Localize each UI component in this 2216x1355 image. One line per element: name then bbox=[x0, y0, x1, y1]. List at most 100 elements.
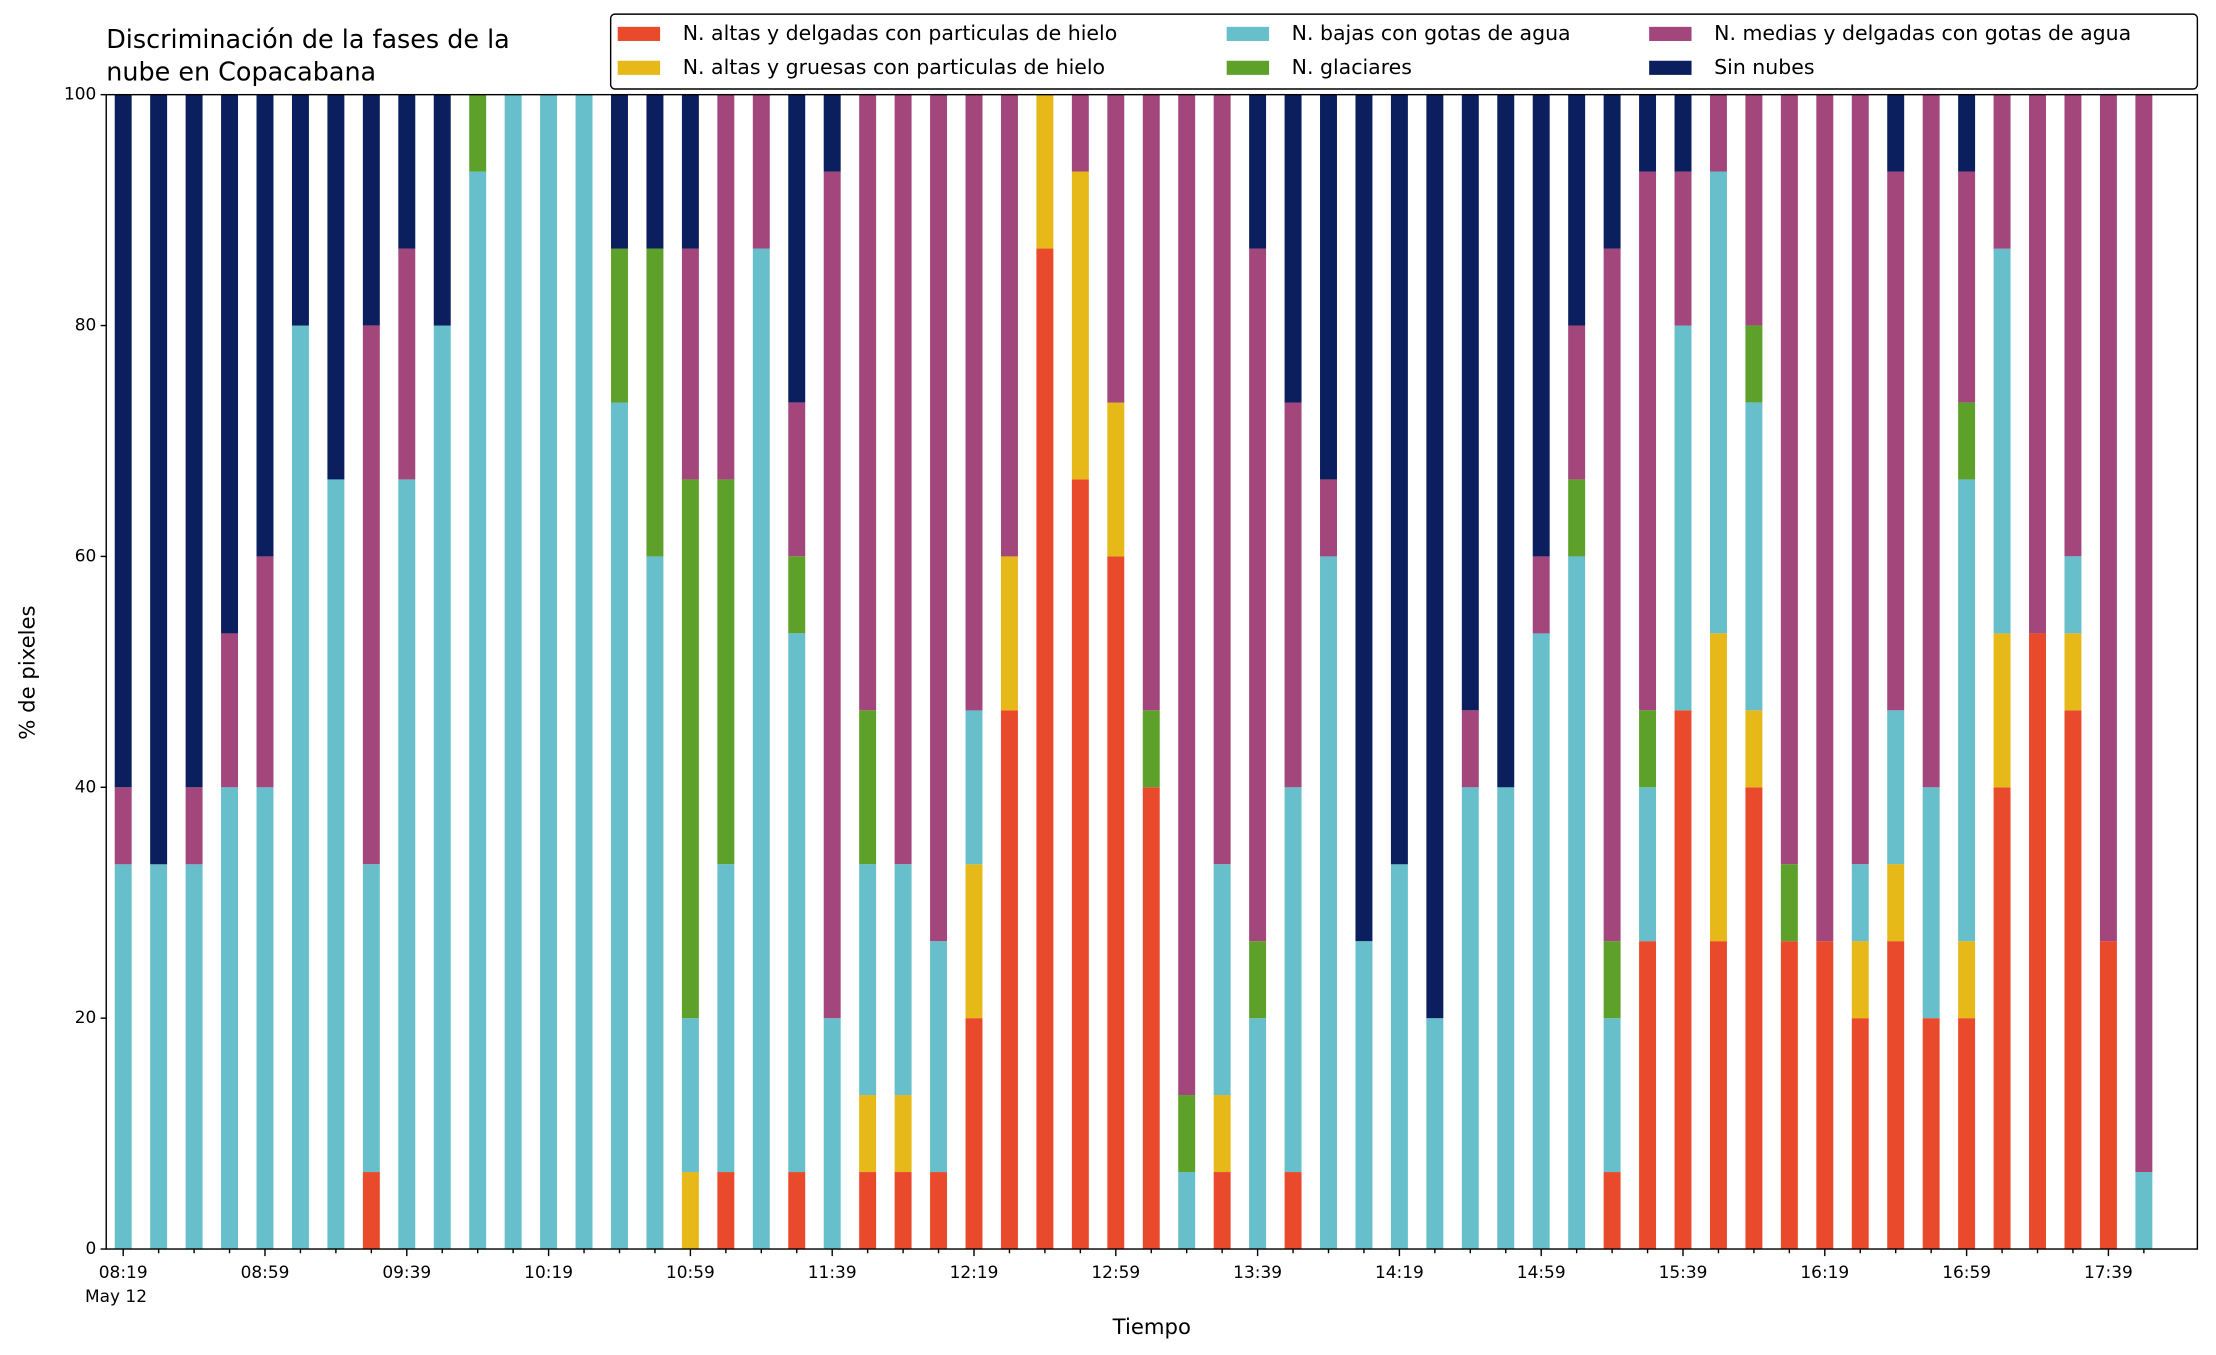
bar-segment bbox=[859, 1095, 877, 1173]
bar-segment bbox=[1780, 864, 1798, 942]
bar-segment bbox=[1851, 94, 1869, 865]
bar-segment bbox=[114, 787, 132, 865]
bar-segment bbox=[1958, 479, 1976, 942]
bar-segment bbox=[221, 633, 239, 788]
legend-label: N. altas y gruesas con particulas de hie… bbox=[683, 55, 1105, 79]
bar-segment bbox=[1709, 941, 1727, 1250]
bar-segment bbox=[256, 787, 274, 1250]
bar-segment bbox=[1036, 248, 1054, 1250]
bar-segment bbox=[185, 864, 203, 1250]
bar-segment bbox=[221, 94, 239, 634]
bar-segment bbox=[1284, 94, 1302, 403]
bar-segment bbox=[965, 1018, 983, 1250]
bar-segment bbox=[1355, 94, 1373, 942]
chart-title: Discriminación de la fases de la bbox=[106, 24, 510, 54]
bar-segment bbox=[1249, 94, 1267, 249]
legend-label: N. bajas con gotas de agua bbox=[1292, 21, 1571, 45]
bar-segment bbox=[1213, 1172, 1231, 1250]
y-tick-label: 60 bbox=[75, 545, 97, 565]
bar-segment bbox=[1320, 94, 1337, 480]
bar-segment bbox=[327, 479, 345, 1250]
bar-segment bbox=[1780, 94, 1798, 865]
bar-segment bbox=[1355, 941, 1373, 1250]
bar-segment bbox=[1249, 1018, 1267, 1250]
bar-segment bbox=[362, 864, 380, 1173]
bar-segment bbox=[1532, 556, 1550, 634]
bar-segment bbox=[1745, 402, 1763, 711]
bar-segment bbox=[1993, 787, 2011, 1250]
y-tick-label: 0 bbox=[86, 1238, 97, 1258]
bar-segment bbox=[788, 402, 806, 557]
bar-segment bbox=[1461, 94, 1479, 711]
x-tick-label: 14:19 bbox=[1375, 1262, 1424, 1282]
bar-segment bbox=[2029, 94, 2046, 634]
bar-segment bbox=[859, 94, 877, 711]
bar-segment bbox=[611, 402, 628, 1250]
bar-segment bbox=[1816, 94, 1834, 942]
bar-segment bbox=[1532, 633, 1550, 1250]
bar-segment bbox=[1071, 94, 1089, 172]
bar-segment bbox=[1922, 1018, 1940, 1250]
bar-segment bbox=[1993, 633, 2011, 788]
bar-segment bbox=[930, 94, 948, 942]
y-tick-label: 80 bbox=[75, 315, 97, 335]
bar-segment bbox=[965, 864, 983, 1019]
bar-segment bbox=[1603, 1172, 1621, 1250]
bar-segment bbox=[965, 94, 983, 711]
bar-segment bbox=[469, 94, 487, 172]
bar-segment bbox=[1568, 94, 1586, 326]
x-tick-label: 17:39 bbox=[2084, 1262, 2133, 1282]
bar-segment bbox=[2029, 633, 2046, 1250]
bar-segment bbox=[823, 1018, 841, 1250]
bar-segment bbox=[1390, 94, 1408, 865]
bar-segment bbox=[1568, 556, 1586, 1250]
bar-segment bbox=[1674, 325, 1692, 711]
bar-segment bbox=[1568, 479, 1586, 557]
bar-segment bbox=[1709, 171, 1727, 634]
bar-segment bbox=[2099, 941, 2117, 1250]
y-axis-label: % de pixeles bbox=[15, 605, 40, 739]
bar-segment bbox=[788, 633, 806, 1173]
bar-segment bbox=[717, 479, 735, 865]
bar-segment bbox=[894, 864, 912, 1096]
bar-segment bbox=[859, 864, 877, 1096]
bar-segment bbox=[823, 94, 841, 172]
legend-swatch bbox=[617, 26, 661, 41]
bar-segment bbox=[1993, 94, 2011, 249]
chart-title: nube en Copacabana bbox=[106, 56, 376, 86]
legend-box bbox=[609, 13, 2199, 90]
bar-segment bbox=[1142, 94, 1160, 711]
bar-segment bbox=[1000, 710, 1018, 1250]
bar-segment bbox=[1249, 248, 1267, 942]
x-axis-label: Tiempo bbox=[1112, 1314, 1191, 1339]
bar-segment bbox=[1320, 556, 1337, 1250]
x-tick-label: 10:19 bbox=[524, 1262, 573, 1282]
x-tick-label: 09:39 bbox=[382, 1262, 431, 1282]
bar-segment bbox=[1816, 941, 1834, 1250]
bar-segment bbox=[1178, 1095, 1196, 1173]
bar-segment bbox=[752, 94, 770, 249]
x-date-label: May 12 bbox=[85, 1286, 147, 1306]
bar-segment bbox=[398, 94, 416, 249]
bar-segment bbox=[1000, 556, 1018, 711]
bar-segment bbox=[681, 1172, 699, 1250]
bar-segment bbox=[398, 248, 416, 480]
bar-segment bbox=[1036, 94, 1054, 249]
bar-segment bbox=[1426, 94, 1444, 1019]
x-tick-label: 14:59 bbox=[1517, 1262, 1566, 1282]
x-tick-label: 12:59 bbox=[1091, 1262, 1140, 1282]
bar-segment bbox=[2064, 710, 2082, 1250]
bar-segment bbox=[469, 171, 487, 1250]
bar-segment bbox=[1639, 787, 1657, 942]
bar-segment bbox=[1107, 402, 1125, 557]
bar-segment bbox=[150, 94, 168, 865]
bar-segment bbox=[1603, 248, 1621, 942]
bar-segment bbox=[930, 1172, 948, 1250]
bar-segment bbox=[1320, 479, 1337, 557]
bar-segment bbox=[1461, 710, 1479, 788]
bar-segment bbox=[1284, 787, 1302, 1173]
bar-segment bbox=[1249, 941, 1267, 1019]
bar-segment bbox=[398, 479, 416, 1250]
bar-segment bbox=[646, 556, 664, 1250]
legend-swatch bbox=[617, 60, 661, 75]
